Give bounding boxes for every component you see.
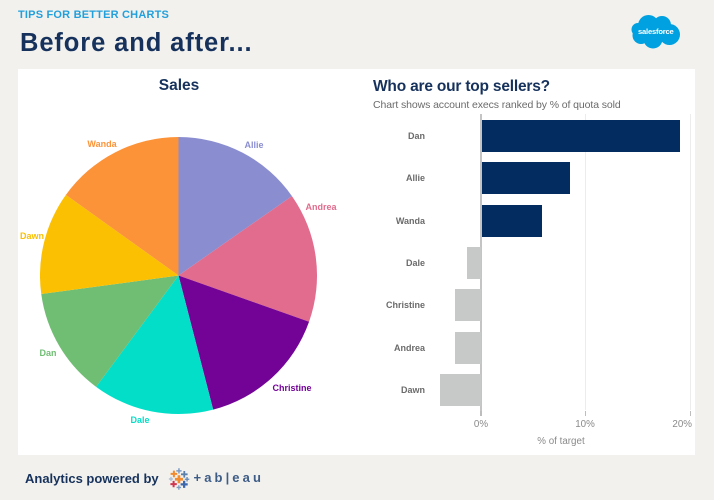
svg-text:salesforce: salesforce <box>638 27 674 36</box>
